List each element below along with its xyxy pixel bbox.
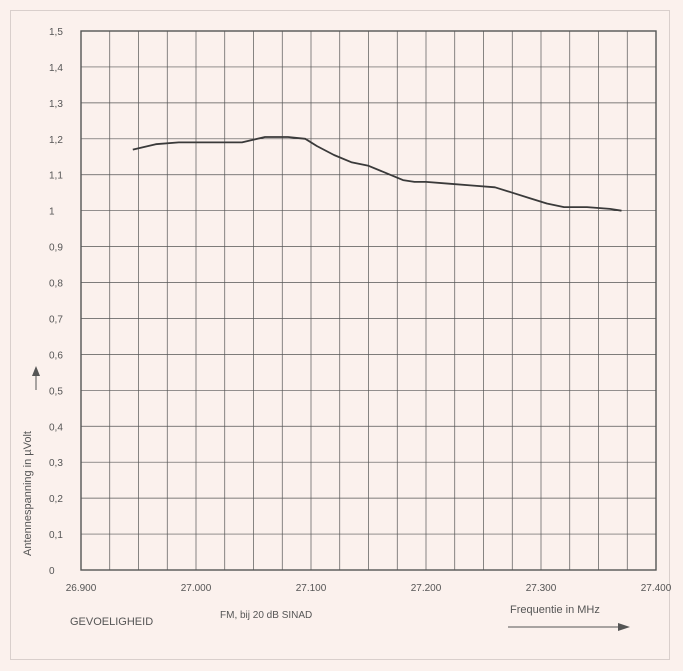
tick-layer: 0 0,1 0,2 0,3 0,4 0,5 0,6 0,7 0,8 0,9 1 1,1 1,2 1,3 1,… bbox=[49, 27, 672, 594]
x-tick-label: 27.000 bbox=[181, 583, 212, 594]
x-axis-arrow-icon bbox=[618, 623, 630, 631]
y-tick-label: 0,7 bbox=[49, 314, 63, 325]
y-tick-label: 1,4 bbox=[49, 63, 63, 74]
y-tick-label: 1 bbox=[49, 207, 55, 218]
y-tick-label: 0,6 bbox=[49, 350, 63, 361]
x-tick-label: 27.100 bbox=[296, 583, 327, 594]
x-tick-label: 27.200 bbox=[411, 583, 442, 594]
plot-border bbox=[80, 30, 657, 571]
grid-layer bbox=[80, 30, 657, 571]
chart-frame bbox=[10, 10, 670, 660]
y-tick-label: 1,1 bbox=[49, 171, 63, 182]
y-axis-label: Antennespanning in µVolt bbox=[22, 431, 34, 556]
y-tick-label: 1,2 bbox=[49, 135, 63, 146]
y-tick-label: 0,3 bbox=[49, 458, 63, 469]
y-tick-label: 0,1 bbox=[49, 530, 63, 541]
x-axis-label: Frequentie in MHz bbox=[510, 604, 600, 616]
y-tick-label: 0,5 bbox=[49, 386, 63, 397]
y-tick-label: 0,8 bbox=[49, 279, 63, 290]
x-tick-label: 27.400 bbox=[641, 583, 672, 594]
y-tick-label: 0,9 bbox=[49, 243, 63, 254]
y-tick-label: 0,2 bbox=[49, 494, 63, 505]
measurement-condition-label: FM, bij 20 dB SINAD bbox=[220, 610, 312, 621]
y-tick-label: 1,3 bbox=[49, 99, 63, 110]
y-tick-label: 0 bbox=[49, 566, 55, 577]
y-axis-arrow-icon bbox=[32, 366, 40, 376]
sensitivity-label: GEVOELIGHEID bbox=[70, 616, 153, 628]
x-tick-label: 26.900 bbox=[66, 583, 97, 594]
y-tick-label: 0,4 bbox=[49, 422, 63, 433]
x-tick-label: 27.300 bbox=[526, 583, 557, 594]
y-tick-label: 1,5 bbox=[49, 27, 63, 38]
sensitivity-series-line bbox=[132, 136, 622, 212]
series-layer bbox=[132, 136, 622, 212]
